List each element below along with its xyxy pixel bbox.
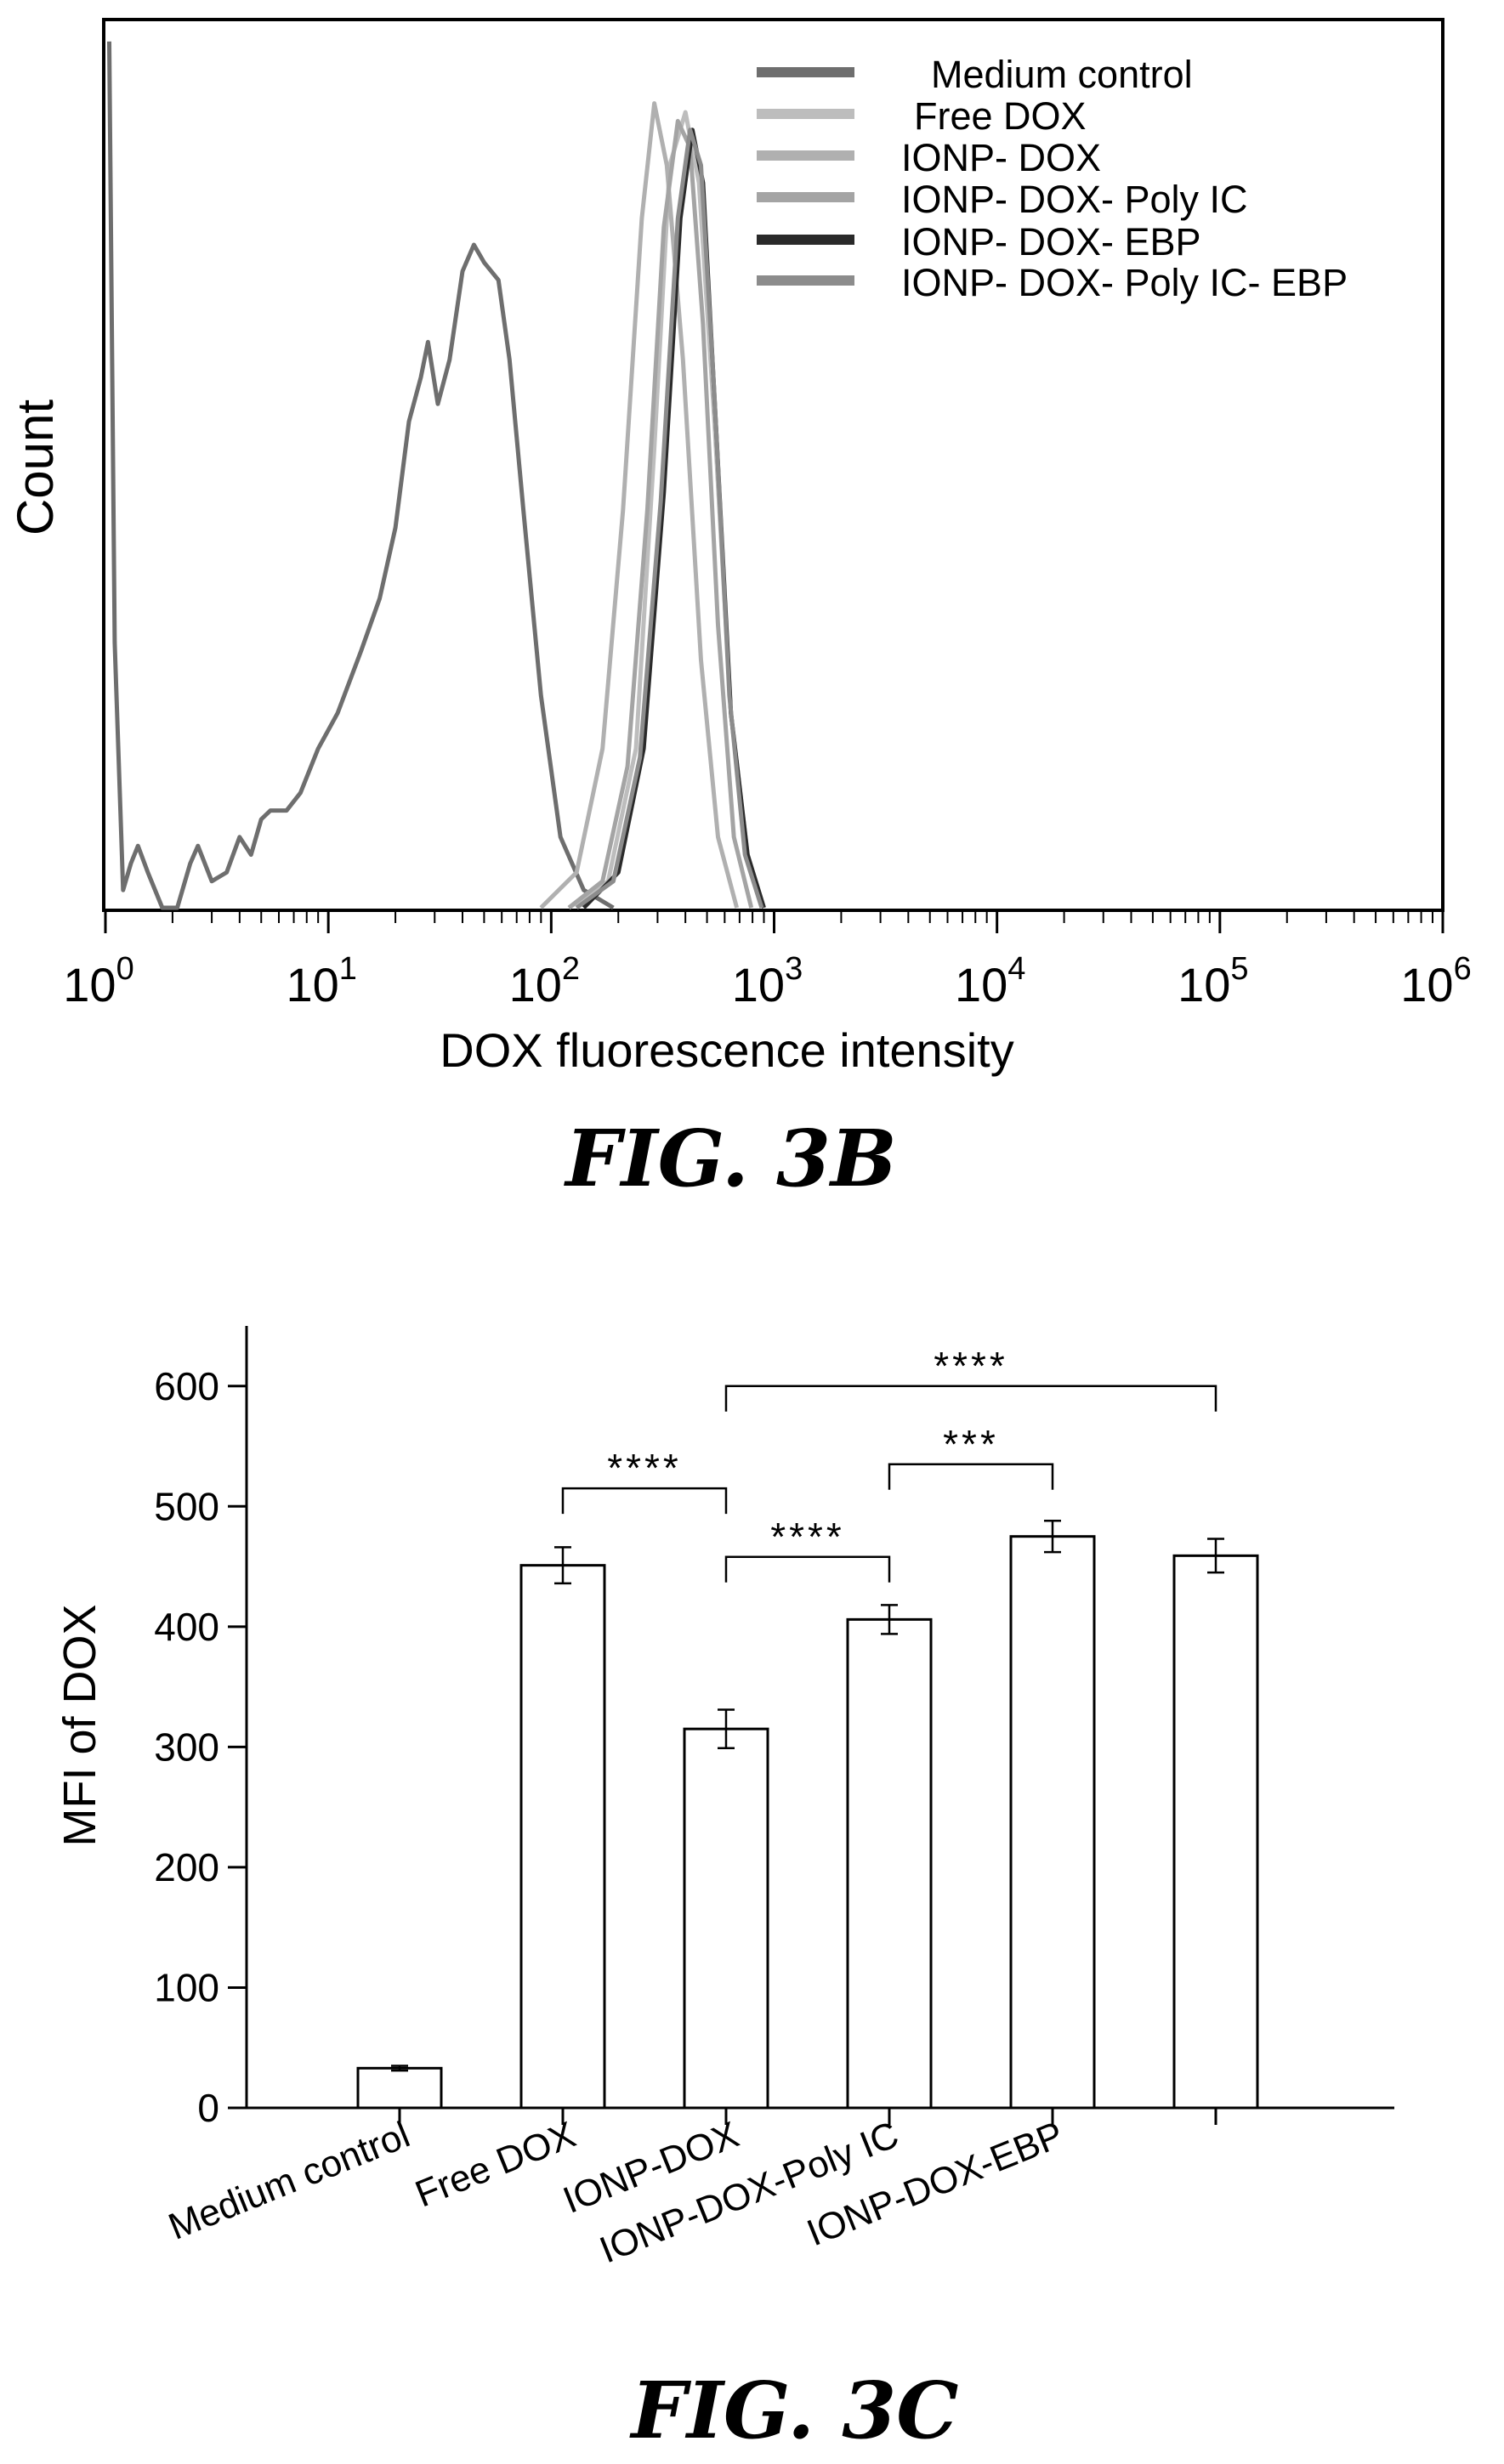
bar-chart-bars bbox=[356, 1520, 1259, 2125]
legend-label: IONP- DOX- Poly IC bbox=[901, 178, 1248, 221]
significance-brackets: *************** bbox=[561, 1344, 1217, 1583]
histogram-series-2 bbox=[567, 110, 766, 910]
x-tick-label: 105 bbox=[1178, 951, 1248, 1011]
error-bar bbox=[554, 1546, 571, 1585]
x-tick-label: 101 bbox=[286, 951, 356, 1011]
error-bar bbox=[1207, 1538, 1224, 1574]
significance-bracket bbox=[724, 1385, 1217, 1412]
x-tick-label: 100 bbox=[63, 951, 133, 1011]
error-bar bbox=[718, 1708, 735, 1750]
histogram-series-1 bbox=[107, 41, 615, 910]
bar-chart-y-ticks: 0 100 200 300 400 500 600 bbox=[154, 1364, 247, 2130]
figure-3c-caption: FIG. 3C bbox=[629, 2365, 959, 2456]
bar bbox=[1172, 1554, 1259, 2110]
y-tick-label: 0 bbox=[197, 2086, 219, 2130]
histogram-x-ticks: 100 101 102 103 104 105 106 bbox=[63, 910, 1472, 1011]
y-tick-label: 600 bbox=[154, 1364, 219, 1408]
category-label: Free DOX bbox=[410, 2114, 582, 2216]
error-bar bbox=[881, 1604, 898, 1635]
legend-label: IONP- DOX- EBP bbox=[901, 220, 1201, 263]
histogram-series-3 bbox=[539, 101, 740, 909]
x-tick-label: 106 bbox=[1400, 951, 1471, 1011]
bar bbox=[1009, 1535, 1096, 2110]
category-label: Medium control bbox=[163, 2114, 416, 2248]
bar bbox=[356, 2066, 443, 2110]
bar bbox=[683, 1727, 769, 2110]
error-bar bbox=[1044, 1520, 1061, 1554]
figure-3b-caption: FIG. 3B bbox=[563, 1113, 896, 1204]
bar bbox=[519, 1564, 606, 2110]
x-tick-label: 104 bbox=[955, 951, 1025, 1011]
histogram-x-axis-label: DOX fluorescence intensity bbox=[440, 1023, 1013, 1077]
significance-label: **** bbox=[770, 1515, 845, 1559]
significance-label: **** bbox=[934, 1344, 1008, 1388]
legend-label: IONP- DOX- Poly IC- EBP bbox=[901, 261, 1348, 304]
bar bbox=[846, 1617, 933, 2110]
y-tick-label: 400 bbox=[154, 1605, 219, 1649]
histogram-series-6 bbox=[575, 127, 764, 910]
histogram-y-axis-label: Count bbox=[7, 399, 64, 535]
y-tick-label: 100 bbox=[154, 1965, 219, 2009]
error-bar bbox=[391, 2065, 408, 2072]
x-tick-label: 103 bbox=[732, 951, 803, 1011]
histogram-series-4 bbox=[567, 118, 754, 909]
legend-label: Medium control bbox=[931, 53, 1193, 96]
significance-label: *** bbox=[943, 1422, 999, 1466]
bar-chart-y-axis-label: MFI of DOX bbox=[54, 1604, 105, 1846]
y-tick-label: 300 bbox=[154, 1725, 219, 1769]
y-tick-label: 200 bbox=[154, 1845, 219, 1889]
significance-label: **** bbox=[607, 1446, 682, 1490]
legend-label: IONP- DOX bbox=[901, 136, 1101, 179]
significance-bracket bbox=[561, 1487, 728, 1515]
legend-label: Free DOX bbox=[914, 94, 1087, 138]
significance-bracket bbox=[724, 1555, 891, 1583]
x-tick-label: 102 bbox=[509, 951, 580, 1011]
histogram-series-group bbox=[107, 41, 766, 910]
significance-bracket bbox=[888, 1463, 1054, 1490]
y-tick-label: 500 bbox=[154, 1484, 219, 1528]
